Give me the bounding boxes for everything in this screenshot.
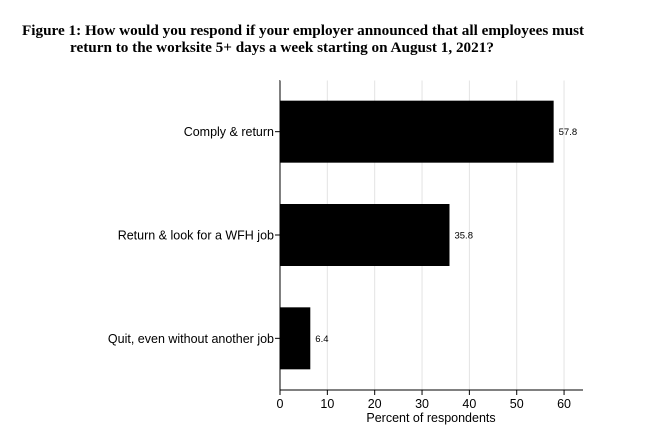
category-label: Comply & return xyxy=(184,125,274,139)
data-label: 35.8 xyxy=(454,231,473,242)
bars xyxy=(280,100,554,370)
x-tick-label: 20 xyxy=(368,397,382,411)
category-label: Quit, even without another job xyxy=(108,332,274,346)
bar xyxy=(280,307,311,370)
x-tick-label: 60 xyxy=(557,397,571,411)
data-label: 6.4 xyxy=(315,334,328,345)
chart-title-line-1: Figure 1: How would you respond if your … xyxy=(22,22,585,39)
x-tick-label: 40 xyxy=(462,397,476,411)
x-tick-label: 50 xyxy=(510,397,524,411)
data-label: 57.8 xyxy=(559,127,578,138)
chart-title-line-2: return to the worksite 5+ days a week st… xyxy=(70,39,494,56)
x-axis-title: Percent of respondents xyxy=(366,411,495,425)
bar xyxy=(280,100,554,163)
x-tick-label: 10 xyxy=(320,397,334,411)
x-tick-label: 0 xyxy=(277,397,284,411)
labels: 0 10 20 30 40 50 60 Comply & return 57.8 Return &… xyxy=(108,125,577,411)
chart-title: Figure 1: How would you respond if your … xyxy=(0,22,646,56)
bar xyxy=(280,204,450,266)
category-label: Return & look for a WFH job xyxy=(118,229,274,243)
x-tick-label: 30 xyxy=(415,397,429,411)
